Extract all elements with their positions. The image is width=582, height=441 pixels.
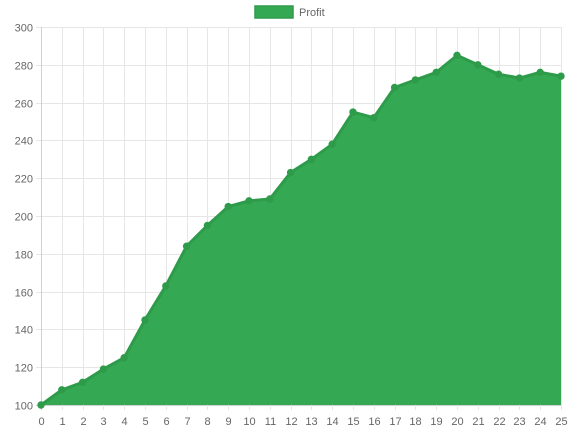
data-point[interactable] xyxy=(224,202,232,211)
y-tick-label: 200 xyxy=(15,212,33,224)
data-point[interactable] xyxy=(494,70,503,78)
data-point[interactable] xyxy=(286,168,295,177)
y-tick-label: 240 xyxy=(15,136,33,148)
data-point[interactable] xyxy=(78,378,87,387)
data-point[interactable] xyxy=(349,108,357,116)
x-tick-label: 25 xyxy=(555,416,567,428)
x-tick-label: 21 xyxy=(472,416,484,428)
x-tick-label: 11 xyxy=(265,416,276,428)
data-point[interactable] xyxy=(37,401,45,409)
data-point[interactable] xyxy=(515,74,524,82)
data-point[interactable] xyxy=(557,72,565,80)
x-tick-label: 10 xyxy=(243,416,255,428)
data-point[interactable] xyxy=(390,83,399,92)
series-area-profit xyxy=(41,55,561,405)
x-tick-label: 1 xyxy=(59,416,65,428)
area-layer xyxy=(40,53,562,407)
x-tick-label: 16 xyxy=(368,416,380,428)
data-point[interactable] xyxy=(58,386,66,394)
x-tick-label: 4 xyxy=(121,416,127,428)
x-tick-label: 17 xyxy=(389,416,401,428)
points-layer xyxy=(37,51,565,409)
y-tick-label: 300 xyxy=(15,23,33,35)
legend[interactable]: Profit xyxy=(254,5,325,19)
series-line-profit xyxy=(40,53,562,407)
data-point[interactable] xyxy=(245,197,253,205)
x-tick-label: 6 xyxy=(163,416,169,428)
x-tick-label: 13 xyxy=(305,416,317,428)
x-tick-label: 19 xyxy=(430,416,442,428)
x-tick-label: 12 xyxy=(285,416,297,428)
data-point[interactable] xyxy=(411,76,420,84)
x-tick-label: 5 xyxy=(142,416,148,428)
data-point[interactable] xyxy=(141,316,149,324)
legend-label-profit[interactable]: Profit xyxy=(299,7,325,19)
x-tick-label: 0 xyxy=(38,416,44,428)
x-tick-label: 15 xyxy=(347,416,359,428)
y-tick-label: 220 xyxy=(15,174,33,186)
legend-swatch-profit[interactable] xyxy=(254,5,294,19)
y-tick-label: 100 xyxy=(15,401,33,413)
data-point[interactable] xyxy=(120,354,128,362)
y-tick-label: 280 xyxy=(15,61,33,73)
x-tick-label: 18 xyxy=(409,416,421,428)
data-point[interactable] xyxy=(536,68,544,77)
data-point[interactable] xyxy=(474,61,482,69)
data-point[interactable] xyxy=(266,195,274,203)
data-point[interactable] xyxy=(162,282,170,290)
x-tick-label: 20 xyxy=(451,416,463,428)
x-tick-label: 14 xyxy=(326,416,338,428)
data-point[interactable] xyxy=(432,68,440,77)
data-point[interactable] xyxy=(370,114,378,122)
data-point[interactable] xyxy=(182,242,191,250)
x-tick-label: 8 xyxy=(204,416,210,428)
data-point[interactable] xyxy=(203,221,212,230)
x-tick-label: 22 xyxy=(493,416,505,428)
y-tick-label: 160 xyxy=(15,288,33,300)
x-tick-label: 3 xyxy=(100,416,106,428)
x-tick-label: 2 xyxy=(80,416,86,428)
y-tick-label: 180 xyxy=(15,250,33,262)
data-point[interactable] xyxy=(99,365,108,373)
y-tick-label: 140 xyxy=(15,325,33,337)
data-point[interactable] xyxy=(453,51,461,60)
data-point[interactable] xyxy=(307,155,316,164)
x-tick-label: 23 xyxy=(513,416,525,428)
y-tick-label: 120 xyxy=(15,363,33,375)
data-point[interactable] xyxy=(328,140,336,148)
x-tick-label: 7 xyxy=(184,416,190,428)
x-tick-label: 24 xyxy=(534,416,546,428)
x-tick-label: 9 xyxy=(225,416,231,428)
y-tick-label: 260 xyxy=(15,99,33,111)
